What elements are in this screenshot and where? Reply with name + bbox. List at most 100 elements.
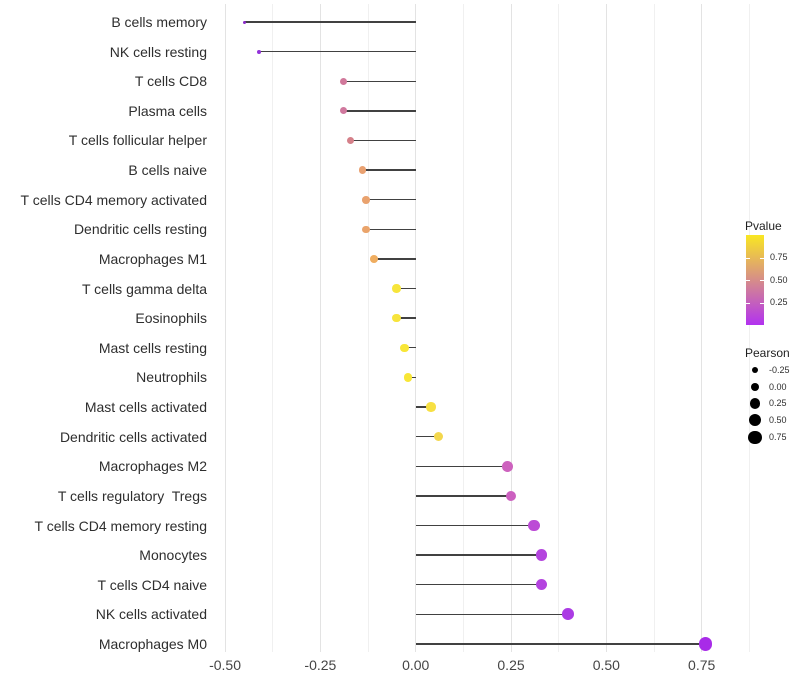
lollipop-stem bbox=[343, 80, 416, 82]
pvalue-colorbar-tick-label: 0.75 bbox=[770, 252, 788, 262]
x-major-gridline bbox=[510, 4, 512, 652]
lollipop-dot bbox=[339, 77, 347, 85]
lollipop-stem bbox=[415, 524, 534, 527]
y-axis-label: Monocytes bbox=[139, 547, 207, 564]
lollipop-dot bbox=[433, 431, 444, 442]
lollipop-stem bbox=[373, 258, 416, 260]
lollipop-stem bbox=[366, 199, 416, 201]
lollipop-dot bbox=[562, 608, 575, 621]
x-major-gridline bbox=[224, 4, 226, 652]
lollipop-stem bbox=[415, 465, 508, 467]
lollipop-dot bbox=[392, 284, 401, 293]
y-axis-label: T cells CD4 memory resting bbox=[34, 517, 207, 534]
lollipop-stem bbox=[362, 169, 416, 171]
x-axis-tick-label: 0.25 bbox=[497, 657, 525, 673]
lollipop-dot bbox=[399, 343, 409, 353]
y-axis-label: Macrophages M0 bbox=[98, 635, 207, 652]
lollipop-stem bbox=[415, 435, 439, 438]
pvalue-colorbar-tick-mark bbox=[760, 280, 764, 281]
x-minor-gridline bbox=[653, 4, 655, 652]
lollipop-stem bbox=[415, 495, 511, 497]
pearson-size-legend-dot bbox=[750, 382, 760, 392]
x-minor-gridline bbox=[748, 4, 750, 652]
y-axis-label: T cells gamma delta bbox=[81, 280, 207, 297]
pearson-size-legend-label: -0.25 bbox=[769, 364, 790, 375]
x-major-gridline bbox=[605, 4, 607, 652]
y-axis-label: Dendritic cells resting bbox=[73, 221, 207, 238]
x-axis-tick-label: -0.25 bbox=[304, 657, 337, 673]
lollipop-dot bbox=[339, 107, 347, 115]
x-axis-tick-label: -0.50 bbox=[209, 657, 241, 673]
lollipop-stem bbox=[415, 406, 431, 408]
y-axis-label: T cells CD8 bbox=[134, 73, 207, 90]
pearson-size-legend-dot bbox=[751, 366, 759, 374]
y-axis-label: Macrophages M1 bbox=[98, 250, 207, 267]
lollipop-dot bbox=[501, 460, 513, 472]
y-axis-label: Dendritic cells activated bbox=[59, 428, 207, 445]
pearson-size-legend-dot bbox=[749, 398, 761, 409]
lollipop-stem bbox=[404, 347, 416, 349]
x-minor-gridline bbox=[272, 4, 274, 652]
y-axis-label: B cells memory bbox=[111, 14, 207, 30]
pvalue-colorbar-tick-mark bbox=[760, 302, 764, 304]
pearson-size-legend-dot bbox=[748, 413, 762, 427]
lollipop-stem bbox=[415, 643, 706, 645]
pvalue-colorbar-tick-label: 0.25 bbox=[770, 297, 788, 307]
pearson-size-legend-label: 0.25 bbox=[769, 398, 787, 408]
y-axis-label: T cells CD4 naive bbox=[97, 576, 207, 593]
lollipop-dot bbox=[698, 637, 713, 651]
pvalue-colorbar-tick-label: 0.50 bbox=[770, 274, 788, 285]
lollipop-stem bbox=[415, 584, 542, 586]
pvalue-colorbar-tick-mark bbox=[746, 280, 750, 281]
lollipop-dot bbox=[369, 255, 378, 263]
lollipop-dot bbox=[257, 49, 262, 54]
pvalue-colorbar-tick-mark bbox=[746, 257, 750, 259]
x-major-gridline bbox=[701, 4, 703, 652]
lollipop-dot bbox=[242, 20, 246, 24]
y-axis-label: T cells follicular helper bbox=[68, 132, 207, 149]
x-axis-tick-label: 0.75 bbox=[688, 657, 716, 673]
y-axis-label: Macrophages M2 bbox=[98, 458, 207, 475]
pearson-legend-title: Pearson bbox=[745, 346, 790, 360]
lollipop-stem bbox=[244, 21, 416, 23]
lollipop-stem bbox=[415, 554, 542, 556]
pearson-size-legend-label: 0.00 bbox=[769, 381, 787, 392]
lollipop-stem bbox=[350, 139, 416, 142]
y-axis-label: Plasma cells bbox=[128, 102, 207, 119]
lollipop-stem bbox=[396, 317, 416, 319]
x-minor-gridline bbox=[558, 4, 560, 652]
x-major-gridline bbox=[415, 4, 417, 652]
x-major-gridline bbox=[319, 4, 321, 652]
x-minor-gridline bbox=[462, 4, 464, 652]
pearson-size-legend-label: 0.50 bbox=[769, 414, 787, 425]
lollipop-dot bbox=[535, 549, 548, 561]
y-axis-label: Mast cells activated bbox=[84, 399, 207, 416]
lollipop-dot bbox=[403, 373, 413, 382]
lollipop-stem bbox=[396, 287, 416, 290]
lollipop-stem bbox=[343, 110, 416, 112]
pvalue-colorbar-tick-mark bbox=[746, 302, 750, 304]
y-axis-label: NK cells activated bbox=[95, 606, 207, 623]
y-axis-label: B cells naive bbox=[128, 162, 207, 179]
lollipop-dot bbox=[426, 402, 436, 412]
lollipop-dot bbox=[362, 195, 370, 204]
lollipop-stem bbox=[415, 613, 569, 616]
y-axis-label: T cells CD4 memory activated bbox=[20, 191, 207, 208]
lollipop-stem bbox=[366, 228, 416, 231]
x-minor-gridline bbox=[367, 4, 369, 652]
lollipop-dot bbox=[528, 519, 540, 532]
x-axis-tick-label: 0.50 bbox=[592, 657, 620, 673]
pvalue-colorbar-tick-mark bbox=[760, 257, 764, 259]
y-axis-label: Eosinophils bbox=[135, 310, 207, 327]
x-axis-tick-label: 0.00 bbox=[402, 657, 430, 673]
pvalue-legend-title: Pvalue bbox=[745, 219, 782, 233]
pvalue-colorbar bbox=[746, 235, 764, 325]
lollipop-dot bbox=[358, 166, 367, 174]
lollipop-dot bbox=[347, 136, 355, 145]
lollipop-stem bbox=[259, 50, 416, 53]
lollipop-dot bbox=[392, 313, 401, 323]
lollipop-dot bbox=[505, 490, 517, 502]
y-axis-label: Neutrophils bbox=[136, 369, 207, 386]
y-axis-label: T cells regulatory Tregs bbox=[57, 487, 207, 504]
